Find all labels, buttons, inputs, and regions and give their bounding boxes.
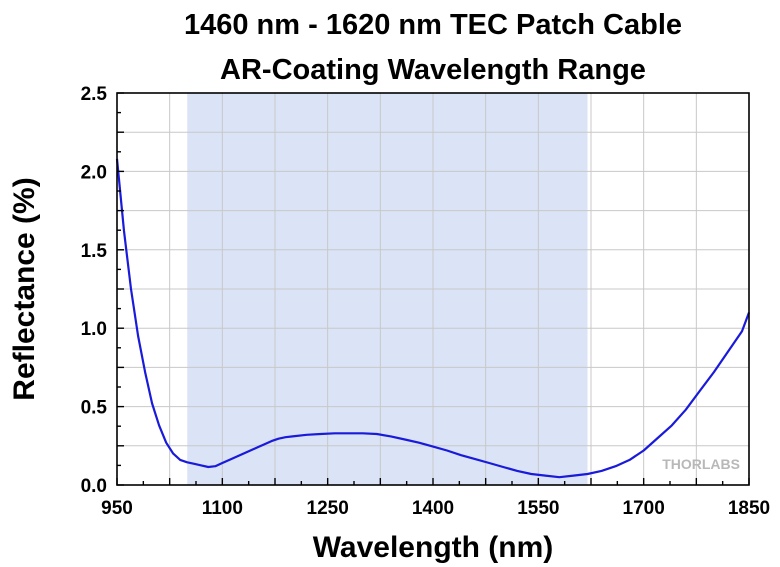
x-tick-labels: 950 1100 1250 1400 1550 1700 1850 <box>101 498 770 519</box>
y-tick-label: 0.5 <box>81 398 108 419</box>
axis-ticks <box>116 92 750 486</box>
y-tick-label: 2.5 <box>81 84 108 105</box>
x-tick-label: 1700 <box>623 498 665 519</box>
x-tick-label: 1250 <box>307 498 349 519</box>
plot-area: THORLABS <box>115 92 751 486</box>
x-tick-label: 1850 <box>728 498 770 519</box>
x-tick-label: 1400 <box>412 498 454 519</box>
y-tick-label: 1.5 <box>81 241 108 262</box>
y-tick-label: 2.0 <box>81 162 107 183</box>
x-tick-label: 1100 <box>202 498 243 519</box>
chart-title-line2: AR-Coating Wavelength Range <box>220 54 646 86</box>
thorlabs-logo: THORLABS <box>662 456 740 472</box>
x-tick-label: 950 <box>101 498 133 519</box>
reflectance-curve <box>115 158 751 479</box>
x-axis-label: Wavelength (nm) <box>313 531 554 564</box>
y-tick-label: 1.0 <box>81 319 107 340</box>
y-tick-labels: 0.0 0.5 1.0 1.5 2.0 2.5 <box>81 84 108 497</box>
y-tick-label: 0.0 <box>81 476 107 497</box>
plot-frame <box>116 92 750 486</box>
x-tick-label: 1550 <box>517 498 559 519</box>
chart-title-line1: 1460 nm - 1620 nm TEC Patch Cable <box>184 9 682 41</box>
y-axis-label: Reflectance (%) <box>8 177 41 400</box>
